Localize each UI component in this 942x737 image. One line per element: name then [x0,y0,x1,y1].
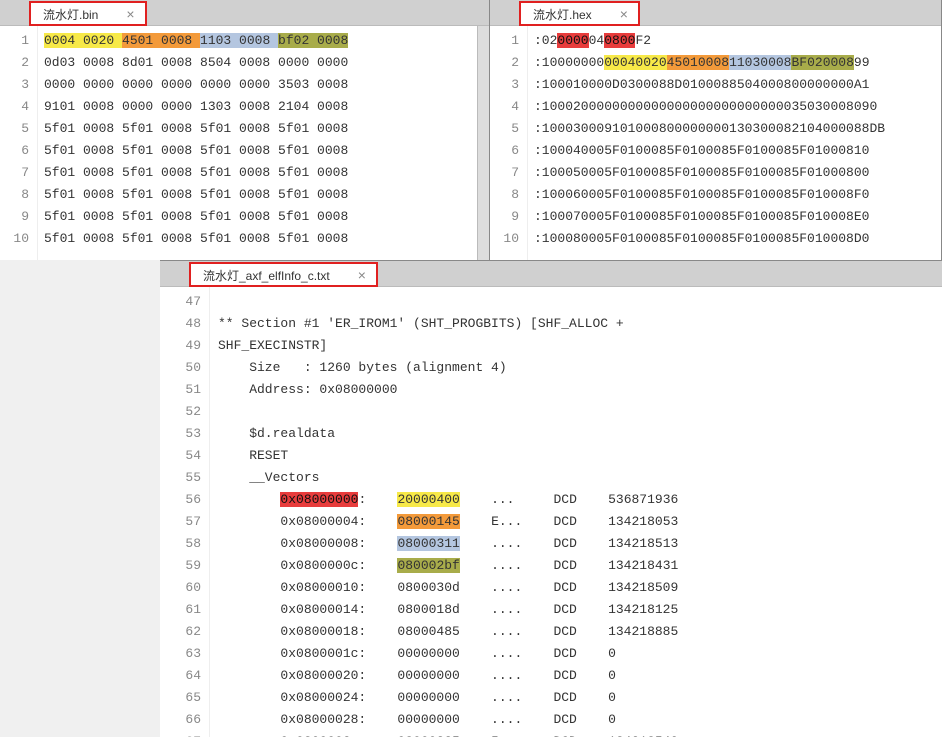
tab-bar-bottom: 流水灯_axf_elfInfo_c.txt × [160,261,942,287]
tab-label: 流水灯_axf_elfInfo_c.txt [203,267,330,284]
tab-label: 流水灯.hex [533,6,592,23]
code-area-right: 12345678910 :020000040800F2:100000000004… [490,26,941,260]
code-lines[interactable]: :020000040800F2:100000000004002045010008… [528,26,941,260]
code-lines[interactable]: ** Section #1 'ER_IROM1' (SHT_PROGBITS) … [210,287,942,737]
left-pane: 流水灯.bin × 12345678910 0004 0020 4501 000… [0,0,490,260]
close-icon[interactable]: × [358,268,366,282]
tab-txt-file[interactable]: 流水灯_axf_elfInfo_c.txt × [190,263,377,286]
bottom-pane: 流水灯_axf_elfInfo_c.txt × 4748495051525354… [160,260,942,737]
tab-label: 流水灯.bin [43,6,98,23]
code-lines[interactable]: 0004 0020 4501 0008 1103 0008 bf02 00080… [38,26,477,260]
code-area-left: 12345678910 0004 0020 4501 0008 1103 000… [0,26,489,260]
code-area-bottom: 4748495051525354555657585960616263646566… [160,287,942,737]
line-gutter: 12345678910 [490,26,528,260]
line-gutter: 12345678910 [0,26,38,260]
close-icon[interactable]: × [126,7,134,21]
tab-bar-left: 流水灯.bin × [0,0,489,26]
right-pane: 流水灯.hex × 12345678910 :020000040800F2:10… [490,0,942,260]
top-row: 流水灯.bin × 12345678910 0004 0020 4501 000… [0,0,942,260]
scrollbar-vertical[interactable] [477,26,489,260]
tab-bin-file[interactable]: 流水灯.bin × [30,2,146,25]
close-icon[interactable]: × [620,7,628,21]
tab-hex-file[interactable]: 流水灯.hex × [520,2,639,25]
line-gutter: 4748495051525354555657585960616263646566… [160,287,210,737]
tab-bar-right: 流水灯.hex × [490,0,941,26]
